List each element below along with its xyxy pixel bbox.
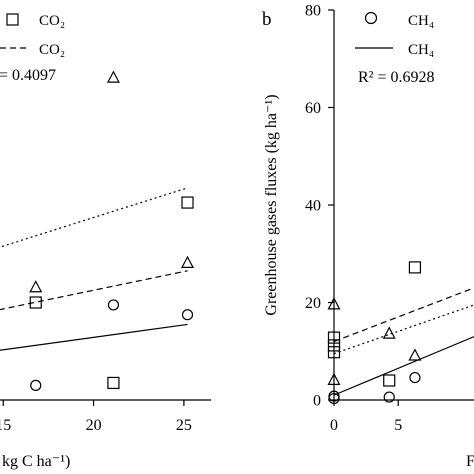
data-point-circle xyxy=(30,379,42,391)
panel-b-legend-entry-2: CH₄ xyxy=(408,42,434,58)
x-tick-label: 0 xyxy=(330,417,338,434)
x-tick-label: 5 xyxy=(394,417,402,434)
panel-b-y-axis-label: Greenhouse gases fluxes (kg ha⁻¹) xyxy=(263,94,280,315)
trend-line-dashed xyxy=(333,287,474,343)
trend-line-dotted xyxy=(333,304,474,355)
y-tick-label: 80 xyxy=(305,3,321,20)
panel-b-legend: CH₄ CH₄ R² = 0.6928 xyxy=(355,11,435,86)
data-point-circle xyxy=(409,371,421,384)
trend-line-solid xyxy=(333,336,474,396)
data-point-triangle xyxy=(29,280,43,293)
y-tick-label: 0 xyxy=(313,393,321,410)
panel-a-legend-entry-2: CO₂ xyxy=(39,42,65,58)
data-point-triangle xyxy=(181,255,195,268)
data-point-square xyxy=(29,296,42,309)
data-point-square xyxy=(408,261,422,274)
panel-a-x-axis-label: kg C ha⁻¹) xyxy=(2,453,70,470)
legend-circle-marker xyxy=(364,11,378,25)
trend-line-dashed xyxy=(0,270,188,311)
data-point-circle xyxy=(107,299,120,311)
legend-square-marker xyxy=(6,13,19,26)
panel-a-r2-annotation: = 0.4097 xyxy=(0,67,56,84)
panel-a-legend: CO₂ CO₂ = 0.4097 xyxy=(0,13,65,84)
y-tick-label: 60 xyxy=(305,100,321,117)
trend-line-solid xyxy=(0,323,188,351)
x-tick-label: 20 xyxy=(86,417,102,434)
panel-b-label: b xyxy=(262,9,272,30)
y-tick-label: 20 xyxy=(305,295,321,312)
data-point-square xyxy=(107,376,120,390)
panel-b-r2-annotation: R² = 0.6928 xyxy=(358,69,435,86)
panel-a: 15 20 25 kg C ha⁻¹) CO₂ CO₂ = 0.4097 xyxy=(0,13,211,470)
data-point-triangle xyxy=(408,348,422,361)
data-point-circle xyxy=(383,391,395,403)
panel-b-legend-entry-1: CH₄ xyxy=(408,13,434,29)
panel-a-legend-entry-1: CO₂ xyxy=(39,13,65,29)
trend-line-dotted xyxy=(0,187,188,248)
panel-b: 0 20 40 60 80 0 5 b Greenhouse gases fluxes (… xyxy=(262,3,474,470)
data-point-triangle xyxy=(382,326,396,339)
data-point-square xyxy=(383,374,396,387)
x-tick-label: 25 xyxy=(176,417,192,434)
y-tick-label: 40 xyxy=(305,198,321,215)
panel-b-x-axis-label: F xyxy=(466,453,474,470)
data-point-circle xyxy=(181,309,194,321)
data-point-square xyxy=(181,196,194,209)
data-point-triangle xyxy=(106,70,120,83)
x-tick-label: 15 xyxy=(0,417,11,434)
